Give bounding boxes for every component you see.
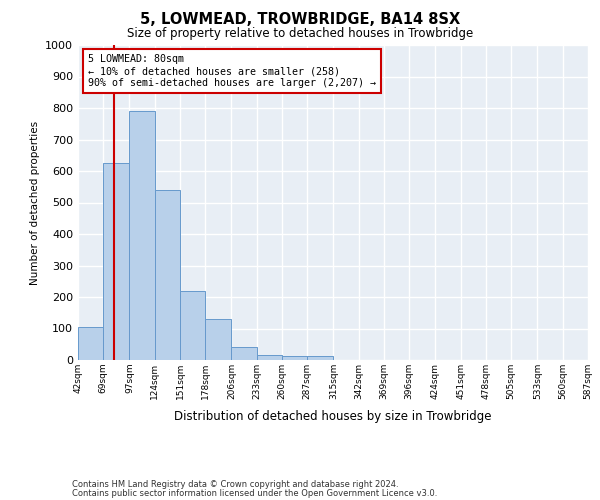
Text: 5, LOWMEAD, TROWBRIDGE, BA14 8SX: 5, LOWMEAD, TROWBRIDGE, BA14 8SX (140, 12, 460, 28)
Y-axis label: Number of detached properties: Number of detached properties (29, 120, 40, 284)
Text: 5 LOWMEAD: 80sqm
← 10% of detached houses are smaller (258)
90% of semi-detached: 5 LOWMEAD: 80sqm ← 10% of detached house… (88, 54, 376, 88)
Bar (130, 111, 155, 360)
Text: Contains HM Land Registry data © Crown copyright and database right 2024.: Contains HM Land Registry data © Crown c… (72, 480, 398, 489)
X-axis label: Distribution of detached houses by size in Trowbridge: Distribution of detached houses by size … (174, 410, 492, 424)
Bar (282, 356, 307, 360)
Text: Size of property relative to detached houses in Trowbridge: Size of property relative to detached ho… (127, 28, 473, 40)
Text: Contains public sector information licensed under the Open Government Licence v3: Contains public sector information licen… (72, 488, 437, 498)
Bar (205, 319, 232, 360)
Bar (257, 354, 282, 360)
Bar (307, 356, 334, 360)
Bar (103, 163, 130, 360)
Bar (232, 347, 257, 360)
Bar (155, 190, 180, 360)
Bar (180, 290, 205, 360)
Bar (78, 327, 103, 360)
